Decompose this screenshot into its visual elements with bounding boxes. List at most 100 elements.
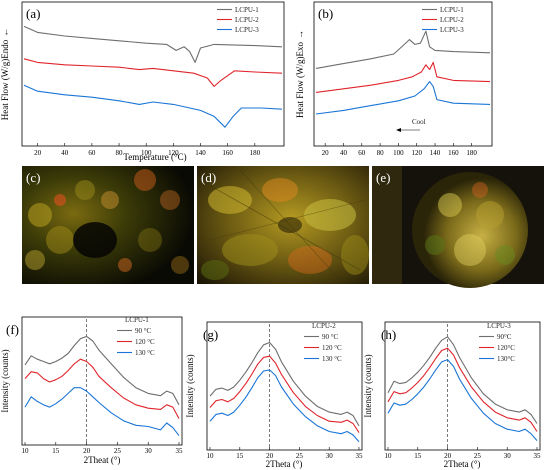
x-tick-label: 15 <box>52 447 60 455</box>
x-tick-label: 120 <box>411 149 422 157</box>
legend-entry: 90 °C <box>135 327 152 335</box>
series-line-1 <box>315 30 491 69</box>
series-line-3 <box>315 81 491 115</box>
x-tick-label: 10 <box>207 452 215 460</box>
series-line-1 <box>209 341 360 427</box>
x-tick-label: 20 <box>444 452 452 460</box>
x-axis-label: 2Theat (°) <box>84 455 121 465</box>
x-tick-label: 30 <box>326 452 334 460</box>
legend-entry: 90°C <box>497 333 512 341</box>
micrograph-e: (e) <box>372 166 544 288</box>
cool-annotation: Cool <box>412 118 426 126</box>
x-tick-label: 80 <box>377 149 385 157</box>
panel-label: (b) <box>318 6 333 21</box>
legend-entry: LCPU-2 <box>235 16 259 24</box>
x-tick-label: 20 <box>83 447 91 455</box>
x-tick-label: 140 <box>195 149 206 157</box>
xrd-chart-g: (g) LCPU-2 90 °C 120 °C 130 °C 10 15 20 25 30 35… <box>185 321 364 469</box>
series-line-1 <box>24 335 180 406</box>
x-tick-label: 140 <box>430 149 441 157</box>
plot-frame <box>21 1 285 147</box>
x-tick-label: 25 <box>296 452 304 460</box>
micrograph-d: (d) <box>197 166 369 284</box>
legend-entry: 130°C <box>497 355 515 363</box>
x-tick-label: 35 <box>176 447 184 455</box>
legend-entry: 120°C <box>497 344 515 352</box>
plot-frame <box>313 1 493 147</box>
x-axis-label: 2Theta (°) <box>266 459 303 469</box>
x-tick-label: 80 <box>116 149 124 157</box>
x-tick-label: 60 <box>358 149 366 157</box>
panel-label: (h) <box>381 327 396 342</box>
x-tick-label: 20 <box>34 149 42 157</box>
xrd-chart-h: (h) LCPU-3 90°C 120°C 130°C 10 15 20 25 30 35 2T… <box>363 321 542 469</box>
x-tick-label: 25 <box>114 447 122 455</box>
plot-frame <box>384 321 541 451</box>
series-line-1 <box>23 25 283 63</box>
legend-entry: LCPU-3 <box>235 26 259 34</box>
dsc-heating-chart: (a) LCPU-1 LCPU-2 LCPU-3 20 40 60 80 100 120 140… <box>0 1 285 162</box>
x-tick-label: 100 <box>141 149 152 157</box>
panel-label: (g) <box>203 327 218 342</box>
crystal-texture <box>25 169 189 274</box>
spherulite <box>412 172 528 288</box>
series-line-2 <box>209 355 360 433</box>
legend-title: LCPU-2 <box>312 322 336 330</box>
plot-frame <box>206 321 363 451</box>
x-tick-label: 30 <box>145 447 153 455</box>
x-tick-label: 180 <box>250 149 261 157</box>
xrd-chart-f: (f) LCPU-1 90 °C 120 °C 130 °C 10 15 20 25 30 35… <box>0 316 183 465</box>
x-tick-label: 160 <box>448 149 459 157</box>
legend-entry: LCPU-1 <box>235 6 259 14</box>
legend-entry: LCPU-1 <box>440 6 464 14</box>
x-tick-label: 180 <box>466 149 477 157</box>
legend-entry: 120 °C <box>322 344 342 352</box>
legend-title: LCPU-1 <box>125 316 149 324</box>
series-line-3 <box>209 369 360 443</box>
x-tick-label: 100 <box>393 149 404 157</box>
series-line-2 <box>315 61 491 93</box>
legend-entry: 130 °C <box>322 355 342 363</box>
x-tick-label: 40 <box>61 149 69 157</box>
legend-entry: LCPU-2 <box>440 16 464 24</box>
x-axis-label: Temperature (°C) <box>123 152 186 162</box>
x-tick-label: 160 <box>222 149 233 157</box>
legend-entry: 130 °C <box>135 349 155 357</box>
micrograph-c: (c) <box>22 166 194 284</box>
x-axis-label: 2Theta (°) <box>444 459 481 469</box>
crystal-texture <box>199 169 369 281</box>
y-axis-label: Intensity (counts) <box>0 349 10 412</box>
x-tick-label: 35 <box>534 452 542 460</box>
y-axis-label: Intensity (counts) <box>363 354 373 417</box>
x-tick-label: 10 <box>385 452 393 460</box>
plot-frame <box>21 316 183 446</box>
y-axis-label: Intensity (counts) <box>185 354 195 417</box>
panel-label: (d) <box>201 170 216 185</box>
cool-arrow-head <box>396 128 401 132</box>
panel-label: (a) <box>26 6 40 21</box>
series-line-1 <box>387 336 538 424</box>
x-tick-label: 15 <box>236 452 244 460</box>
series-line-2 <box>24 358 180 419</box>
legend-title: LCPU-3 <box>487 322 511 330</box>
legend-entry: LCPU-3 <box>440 26 464 34</box>
series-line-2 <box>23 58 283 87</box>
micrograph-background <box>22 166 194 284</box>
y-axis-label: Heat Flow (W/g)Endo← <box>0 28 10 120</box>
x-tick-label: 120 <box>168 149 179 157</box>
x-tick-label: 60 <box>88 149 96 157</box>
x-tick-label: 35 <box>356 452 364 460</box>
legend-entry: 120 °C <box>135 338 155 346</box>
x-tick-label: 10 <box>22 447 30 455</box>
x-tick-label: 40 <box>340 149 348 157</box>
x-tick-label: 20 <box>266 452 274 460</box>
dsc-cooling-chart: (b) LCPU-1 LCPU-2 LCPU-3 20 40 60 80 100 120 140… <box>295 1 493 157</box>
series-line-2 <box>387 347 538 432</box>
y-axis-label: Heat Flow (W/g)Exo→ <box>295 30 305 118</box>
series-line-3 <box>23 84 283 128</box>
panel-label: (e) <box>376 170 390 185</box>
series-line-3 <box>387 359 538 441</box>
panel-label: (c) <box>26 170 40 185</box>
x-tick-label: 20 <box>322 149 330 157</box>
